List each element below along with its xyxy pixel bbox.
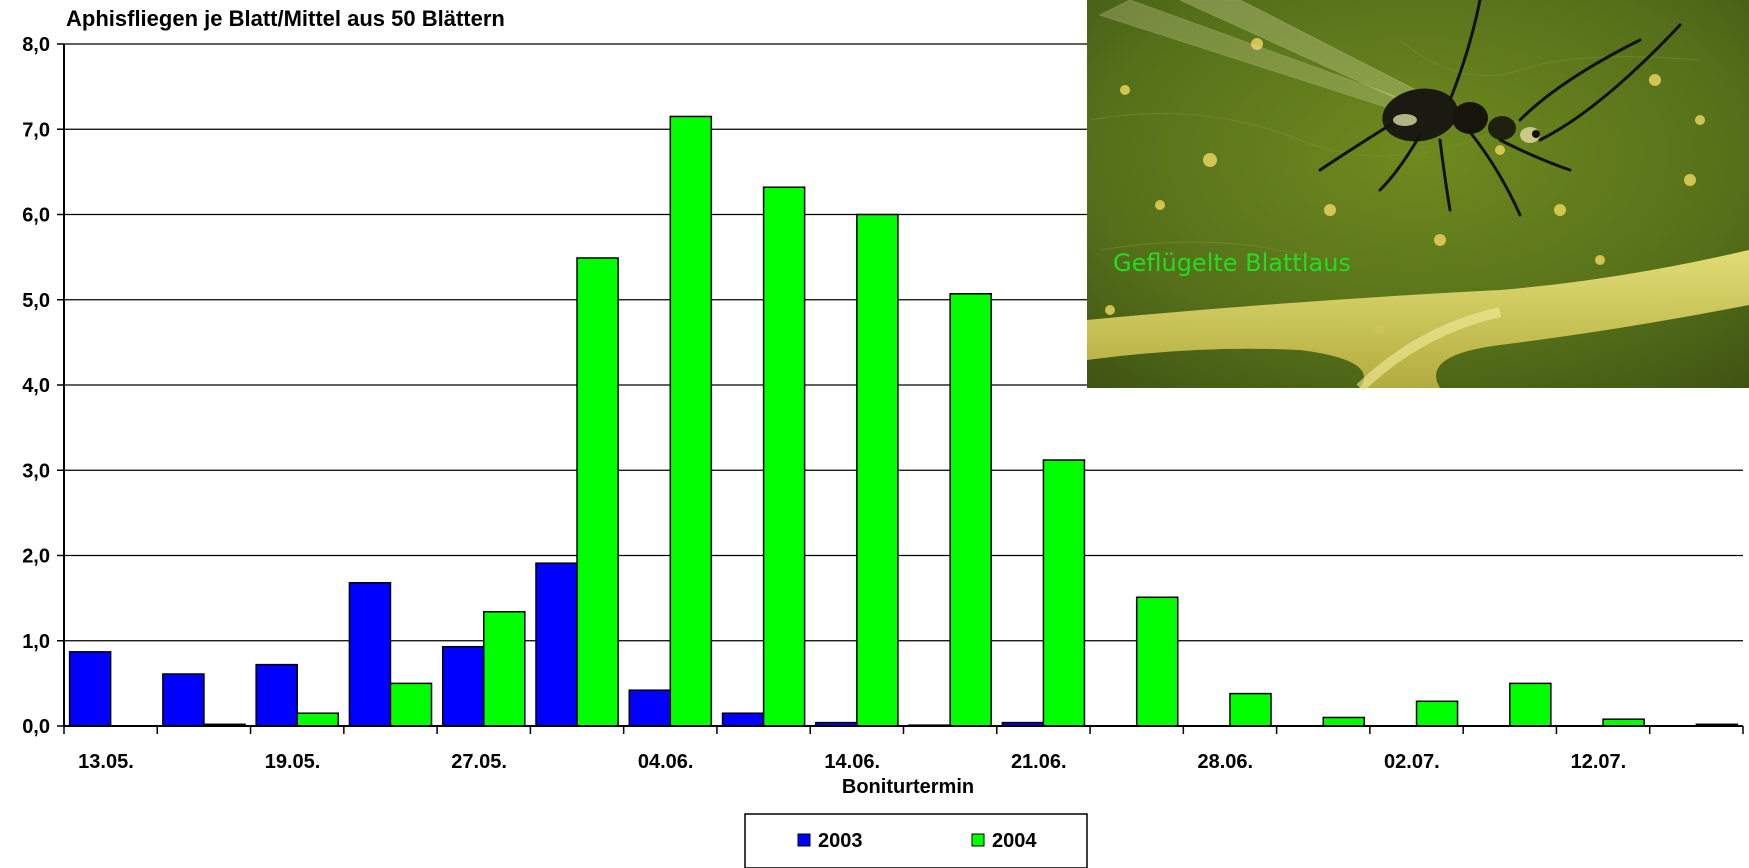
legend-label-2003: 2003 xyxy=(818,830,863,852)
legend-swatch-2003 xyxy=(797,833,811,847)
inset-aphid-photo: Geflügelte Blattlaus xyxy=(1087,0,1749,392)
x-tick-labels: 13.05. 19.05. 27.05. 04.06. 14.06. 21.06. 28.0… xyxy=(78,751,1626,773)
bar-2004-14 xyxy=(1415,700,1459,727)
y-tick-label: 4,0 xyxy=(22,375,50,397)
bar-2004-13 xyxy=(1322,716,1366,727)
bar-2003-0 xyxy=(68,651,112,727)
y-tick-label: 0,0 xyxy=(22,716,50,738)
y-axis-title: Aphisfliegen je Blatt/Mittel aus 50 Blät… xyxy=(66,6,505,31)
legend-swatch-2004 xyxy=(971,833,985,847)
bar-2003-1 xyxy=(162,673,205,727)
bar-2004-6 xyxy=(669,115,713,727)
bar-2004-11 xyxy=(1135,596,1179,727)
bar-2004-9 xyxy=(949,293,992,727)
y-tick-label: 6,0 xyxy=(22,205,50,227)
x-axis-title: Boniturtermin xyxy=(842,776,974,798)
photo-caption: Geflügelte Blattlaus xyxy=(1113,249,1351,277)
y-tick-label: 3,0 xyxy=(22,460,50,482)
bar-2003-6 xyxy=(628,689,672,727)
bar-2003-7 xyxy=(721,712,765,727)
x-tick-label: 02.07. xyxy=(1384,751,1440,773)
bar-2004-12 xyxy=(1229,692,1272,727)
x-tick-label: 04.06. xyxy=(638,751,694,773)
x-tick-label: 28.06. xyxy=(1198,751,1254,773)
y-tick-labels: 0,0 1,0 2,0 3,0 4,0 5,0 6,0 7,0 8,0 xyxy=(22,34,50,738)
bar-2004-7 xyxy=(762,186,806,727)
bar-2004-10 xyxy=(1042,459,1086,727)
x-tick-marks xyxy=(63,726,1744,734)
y-tick-label: 2,0 xyxy=(22,546,50,568)
x-tick-label: 27.05. xyxy=(451,751,507,773)
bar-2004-3 xyxy=(389,682,433,727)
y-tick-label: 7,0 xyxy=(22,119,50,141)
bar-2003-5 xyxy=(535,562,578,727)
bar-2004-2 xyxy=(296,712,339,727)
y-tick-label: 8,0 xyxy=(22,34,50,56)
x-tick-label: 19.05. xyxy=(265,751,321,773)
bar-2004-4 xyxy=(483,611,526,727)
x-tick-label: 13.05. xyxy=(78,751,134,773)
bar-2004-16 xyxy=(1602,718,1645,727)
y-tick-label: 1,0 xyxy=(22,631,50,653)
x-tick-label: 12.07. xyxy=(1571,751,1627,773)
x-tick-label: 14.06. xyxy=(824,751,880,773)
legend-label-2004: 2004 xyxy=(992,830,1037,852)
bar-2003-3 xyxy=(348,582,392,727)
bar-2003-2 xyxy=(255,663,298,727)
legend: 2003 2004 xyxy=(744,813,1088,868)
bar-2004-5 xyxy=(576,257,619,727)
y-tick-label: 5,0 xyxy=(22,290,50,312)
bars xyxy=(68,115,1739,727)
x-tick-label: 21.06. xyxy=(1011,751,1067,773)
bar-2004-8 xyxy=(856,213,899,727)
bar-2004-15 xyxy=(1509,682,1552,727)
bar-2003-4 xyxy=(441,645,485,727)
